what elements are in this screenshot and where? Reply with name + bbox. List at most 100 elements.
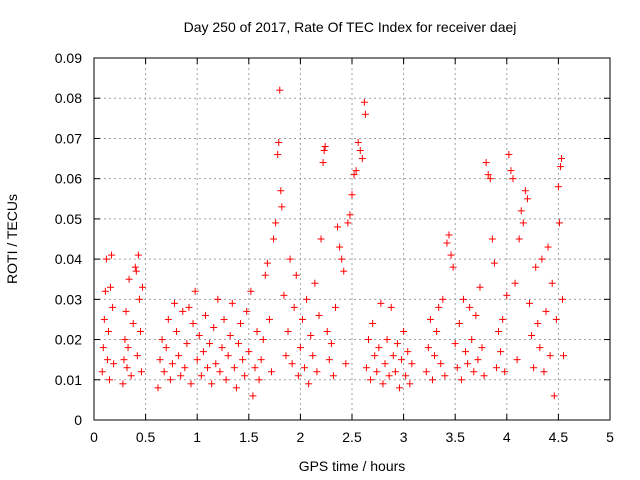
data-point: [127, 372, 135, 380]
data-point: [307, 332, 315, 340]
data-point: [228, 299, 236, 307]
y-tick-label: 0.07: [55, 130, 82, 146]
data-point: [168, 360, 176, 368]
data-point: [105, 376, 113, 384]
data-point: [381, 360, 389, 368]
data-point: [237, 319, 245, 327]
data-point: [336, 243, 344, 251]
data-point: [265, 315, 273, 323]
data-point: [501, 368, 509, 376]
x-tick-label: 0: [90, 429, 98, 445]
data-point: [451, 340, 459, 348]
data-point: [208, 380, 216, 388]
data-point: [391, 368, 399, 376]
data-point: [517, 207, 525, 215]
data-point: [457, 376, 465, 384]
data-point: [290, 303, 298, 311]
data-point: [241, 372, 249, 380]
data-point: [108, 251, 116, 259]
data-point: [319, 159, 327, 167]
data-point: [387, 303, 395, 311]
data-point: [560, 352, 568, 360]
data-point: [369, 319, 377, 327]
plot-frame: [93, 57, 611, 421]
data-point: [398, 356, 406, 364]
data-point: [134, 251, 142, 259]
data-point: [552, 315, 560, 323]
x-tick-label: 1: [193, 429, 201, 445]
data-point: [214, 295, 222, 303]
data-point: [315, 311, 323, 319]
data-point: [445, 231, 453, 239]
y-tick-label: 0.01: [55, 372, 82, 388]
data-point: [379, 380, 387, 388]
data-point: [204, 364, 212, 372]
data-point: [325, 356, 333, 364]
x-tick-label: 5: [606, 429, 614, 445]
data-point: [201, 311, 209, 319]
data-point: [119, 380, 127, 388]
data-point: [555, 219, 563, 227]
data-point: [100, 315, 108, 323]
data-point: [177, 372, 185, 380]
data-point: [348, 191, 356, 199]
data-point: [317, 235, 325, 243]
y-axis-title: ROTI / TECUs: [4, 194, 20, 284]
data-point: [263, 259, 271, 267]
data-point: [189, 319, 197, 327]
data-point: [272, 219, 280, 227]
data-point: [513, 356, 521, 364]
data-points: [98, 86, 568, 400]
data-point: [402, 372, 410, 380]
data-point: [371, 352, 379, 360]
data-point: [532, 263, 540, 271]
data-point: [135, 295, 143, 303]
data-point: [226, 332, 234, 340]
data-point: [247, 287, 255, 295]
data-point: [395, 384, 403, 392]
data-point: [393, 340, 401, 348]
x-tick-label: 1.5: [239, 429, 259, 445]
data-point: [206, 340, 214, 348]
data-point: [400, 328, 408, 336]
data-point: [356, 147, 364, 155]
data-point: [139, 283, 147, 291]
data-point: [164, 315, 172, 323]
data-point: [179, 307, 187, 315]
data-point: [162, 344, 170, 352]
data-point: [131, 263, 139, 271]
data-point: [185, 303, 193, 311]
data-point: [507, 167, 515, 175]
data-point: [538, 255, 546, 263]
data-point: [492, 364, 500, 372]
data-point: [478, 344, 486, 352]
data-point: [292, 271, 300, 279]
data-point: [424, 344, 432, 352]
data-point: [474, 356, 482, 364]
data-point: [253, 328, 261, 336]
data-point: [433, 328, 441, 336]
data-point: [435, 303, 443, 311]
data-point: [303, 295, 311, 303]
data-point: [125, 275, 133, 283]
data-point: [505, 151, 513, 159]
data-point: [120, 356, 128, 364]
data-point: [268, 368, 276, 376]
data-point: [329, 372, 337, 380]
data-point: [342, 360, 350, 368]
data-point: [276, 86, 284, 94]
data-point: [137, 368, 145, 376]
data-point: [158, 336, 166, 344]
data-point: [294, 372, 302, 380]
data-point: [536, 344, 544, 352]
data-point: [224, 352, 232, 360]
data-point: [490, 259, 498, 267]
data-point: [101, 287, 109, 295]
data-point: [437, 360, 445, 368]
data-point: [365, 336, 373, 344]
data-point: [331, 303, 339, 311]
data-point: [123, 364, 131, 372]
y-tick-label: 0.06: [55, 171, 82, 187]
data-point: [389, 352, 397, 360]
